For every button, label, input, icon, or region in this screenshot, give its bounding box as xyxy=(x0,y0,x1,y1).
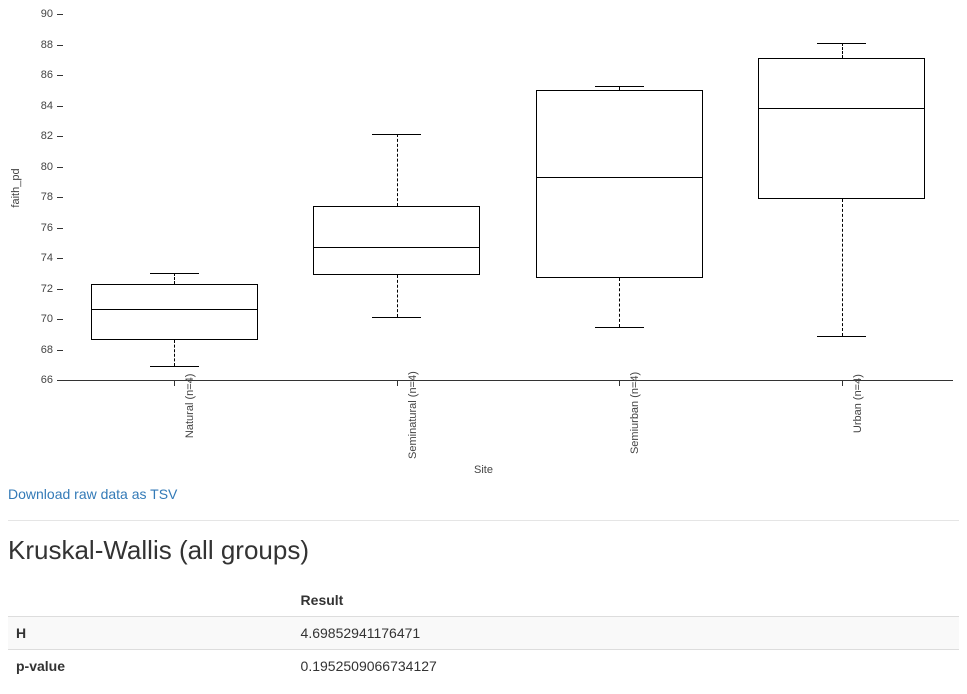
y-tick-label: 90 xyxy=(41,8,63,20)
y-tick-label: 84 xyxy=(41,100,63,112)
y-tick-label: 80 xyxy=(41,161,63,173)
plot-area: 66687072747678808284868890Natural (n=4)S… xyxy=(63,14,953,381)
box xyxy=(758,58,925,198)
whisker-lower xyxy=(842,199,843,336)
whisker-upper xyxy=(174,273,175,284)
whisker-lower xyxy=(397,275,398,318)
whisker-cap-upper xyxy=(372,134,421,135)
stats-title: Kruskal-Wallis (all groups) xyxy=(8,535,959,566)
whisker-cap-upper xyxy=(595,86,644,87)
whisker-cap-lower xyxy=(595,327,644,328)
whisker-cap-lower xyxy=(817,336,866,337)
stats-row-label: p-value xyxy=(8,650,293,683)
boxplot-chart: faith_pd 66687072747678808284868890Natur… xyxy=(8,8,959,478)
y-tick-label: 78 xyxy=(41,191,63,203)
box xyxy=(313,206,480,275)
y-tick-label: 82 xyxy=(41,130,63,142)
whisker-upper xyxy=(397,134,398,206)
x-tick-label: Natural (n=4) xyxy=(174,348,196,413)
whisker-cap-upper xyxy=(150,273,199,274)
stats-header-blank xyxy=(8,584,293,617)
x-tick-label: Seminatural (n=4) xyxy=(397,336,419,424)
whisker-cap-lower xyxy=(372,317,421,318)
whisker-upper xyxy=(842,43,843,58)
box xyxy=(536,90,703,278)
y-tick-label: 72 xyxy=(41,283,63,295)
whisker-lower xyxy=(619,278,620,327)
y-tick-label: 68 xyxy=(41,344,63,356)
y-tick-label: 86 xyxy=(41,69,63,81)
stats-row-value: 0.1952509066734127 xyxy=(293,650,959,683)
whisker-lower xyxy=(174,340,175,366)
whisker-cap-upper xyxy=(817,43,866,44)
stats-row: H4.69852941176471 xyxy=(8,617,959,650)
y-axis-title: faith_pd xyxy=(10,168,22,207)
median-line xyxy=(314,247,479,248)
stats-header-result: Result xyxy=(293,584,959,617)
y-tick-label: 88 xyxy=(41,39,63,51)
y-tick-label: 76 xyxy=(41,222,63,234)
x-tick-label: Urban (n=4) xyxy=(842,350,864,409)
stats-table: Result H4.69852941176471p-value0.1952509… xyxy=(8,584,959,682)
x-tick-label: Semiurban (n=4) xyxy=(619,339,641,421)
stats-row: p-value0.1952509066734127 xyxy=(8,650,959,683)
y-tick-label: 66 xyxy=(41,374,63,386)
whisker-cap-lower xyxy=(150,366,199,367)
download-tsv-link[interactable]: Download raw data as TSV xyxy=(8,486,177,502)
y-tick-label: 74 xyxy=(41,252,63,264)
y-tick-label: 70 xyxy=(41,313,63,325)
box xyxy=(91,284,258,340)
median-line xyxy=(537,177,702,178)
x-axis-title: Site xyxy=(474,464,493,476)
stats-row-label: H xyxy=(8,617,293,650)
stats-row-value: 4.69852941176471 xyxy=(293,617,959,650)
median-line xyxy=(759,108,924,109)
separator xyxy=(8,520,959,521)
median-line xyxy=(92,309,257,310)
